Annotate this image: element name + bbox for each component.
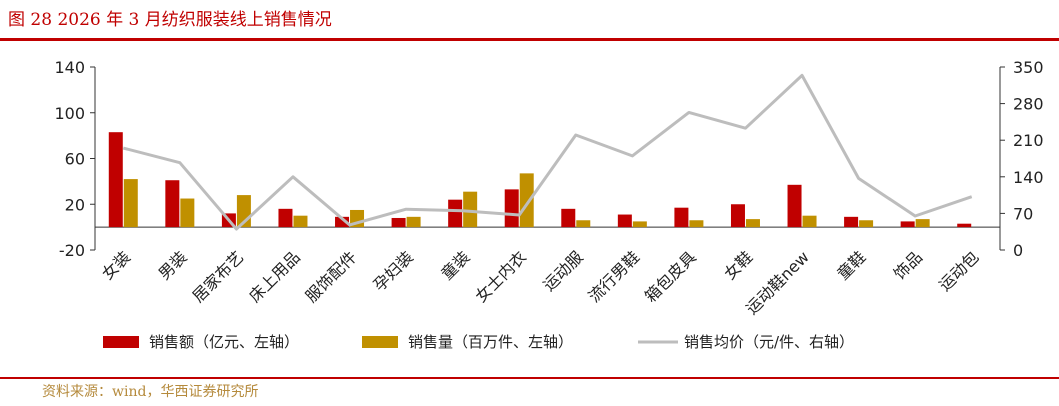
volume-bar bbox=[859, 220, 874, 228]
figure-title: 图 28 2026 年 3 月纺织服装线上销售情况 bbox=[8, 10, 332, 30]
category-label: 箱包皮具 bbox=[641, 247, 700, 306]
category-label: 服饰配件 bbox=[302, 247, 361, 306]
sales-bar bbox=[730, 204, 745, 228]
sales-bar bbox=[448, 199, 463, 228]
sales-bar bbox=[617, 214, 632, 228]
sales-bar bbox=[787, 184, 802, 228]
category-label: 居家布艺 bbox=[189, 247, 248, 306]
source-note: 资料来源：wind，华西证券研究所 bbox=[42, 384, 259, 400]
category-label: 童装 bbox=[437, 247, 473, 283]
category-label: 运动包 bbox=[935, 247, 982, 294]
right-tick-label: 280 bbox=[1013, 95, 1044, 114]
legend-sales-swatch bbox=[103, 336, 139, 348]
category-label: 床上用品 bbox=[245, 247, 304, 306]
category-label: 女装 bbox=[98, 247, 134, 283]
category-label: 男装 bbox=[155, 247, 191, 283]
volume-bar bbox=[123, 179, 138, 228]
left-tick-label: 100 bbox=[54, 104, 85, 123]
sales-bar bbox=[108, 132, 123, 228]
legend-volume-label: 销售量（百万件、左轴） bbox=[408, 333, 573, 351]
left-tick-label: 20 bbox=[65, 195, 85, 214]
right-tick-label: 0 bbox=[1013, 241, 1023, 260]
price-line bbox=[122, 73, 973, 231]
volume-bar bbox=[406, 216, 421, 228]
category-label: 女士内衣 bbox=[471, 247, 530, 306]
sales-bar bbox=[900, 221, 915, 228]
right-tick-label: 70 bbox=[1013, 204, 1033, 223]
sales-bar bbox=[561, 208, 576, 228]
volume-bar bbox=[689, 220, 704, 228]
sales-bar bbox=[504, 189, 519, 228]
right-tick-label: 140 bbox=[1013, 168, 1044, 187]
volume-bar bbox=[802, 215, 817, 228]
sales-bar bbox=[335, 216, 350, 228]
right-tick-label: 350 bbox=[1013, 58, 1044, 77]
category-label: 童鞋 bbox=[833, 247, 869, 283]
footer-divider bbox=[0, 377, 1059, 379]
left-tick-label: 60 bbox=[65, 150, 85, 169]
sales-bar bbox=[391, 217, 406, 228]
volume-bar bbox=[519, 173, 534, 228]
volume-bar bbox=[463, 191, 478, 228]
legend-volume-swatch bbox=[362, 336, 398, 348]
volume-bar bbox=[745, 219, 760, 228]
category-label: 饰品 bbox=[890, 247, 926, 283]
volume-bar bbox=[632, 221, 647, 228]
sales-bar bbox=[844, 216, 859, 228]
sales-bar bbox=[278, 208, 293, 228]
volume-bar bbox=[576, 220, 591, 228]
sales-bar bbox=[957, 223, 972, 228]
sales-bar bbox=[674, 207, 689, 228]
category-label: 孕妇装 bbox=[370, 247, 417, 294]
volume-bar bbox=[180, 198, 195, 228]
category-label: 流行男鞋 bbox=[584, 247, 643, 306]
left-tick-label: -20 bbox=[59, 241, 85, 260]
sales-bar bbox=[165, 180, 180, 228]
category-label: 运动服 bbox=[539, 247, 586, 294]
category-label: 女鞋 bbox=[720, 247, 756, 283]
title-divider bbox=[0, 38, 1059, 41]
volume-bar bbox=[915, 219, 930, 228]
legend-price-label: 销售均价（元/件、右轴） bbox=[684, 333, 854, 351]
left-tick-label: 140 bbox=[54, 58, 85, 77]
volume-bar bbox=[293, 215, 308, 228]
right-tick-label: 210 bbox=[1013, 131, 1044, 150]
legend-sales-label: 销售额（亿元、左轴） bbox=[149, 333, 299, 351]
